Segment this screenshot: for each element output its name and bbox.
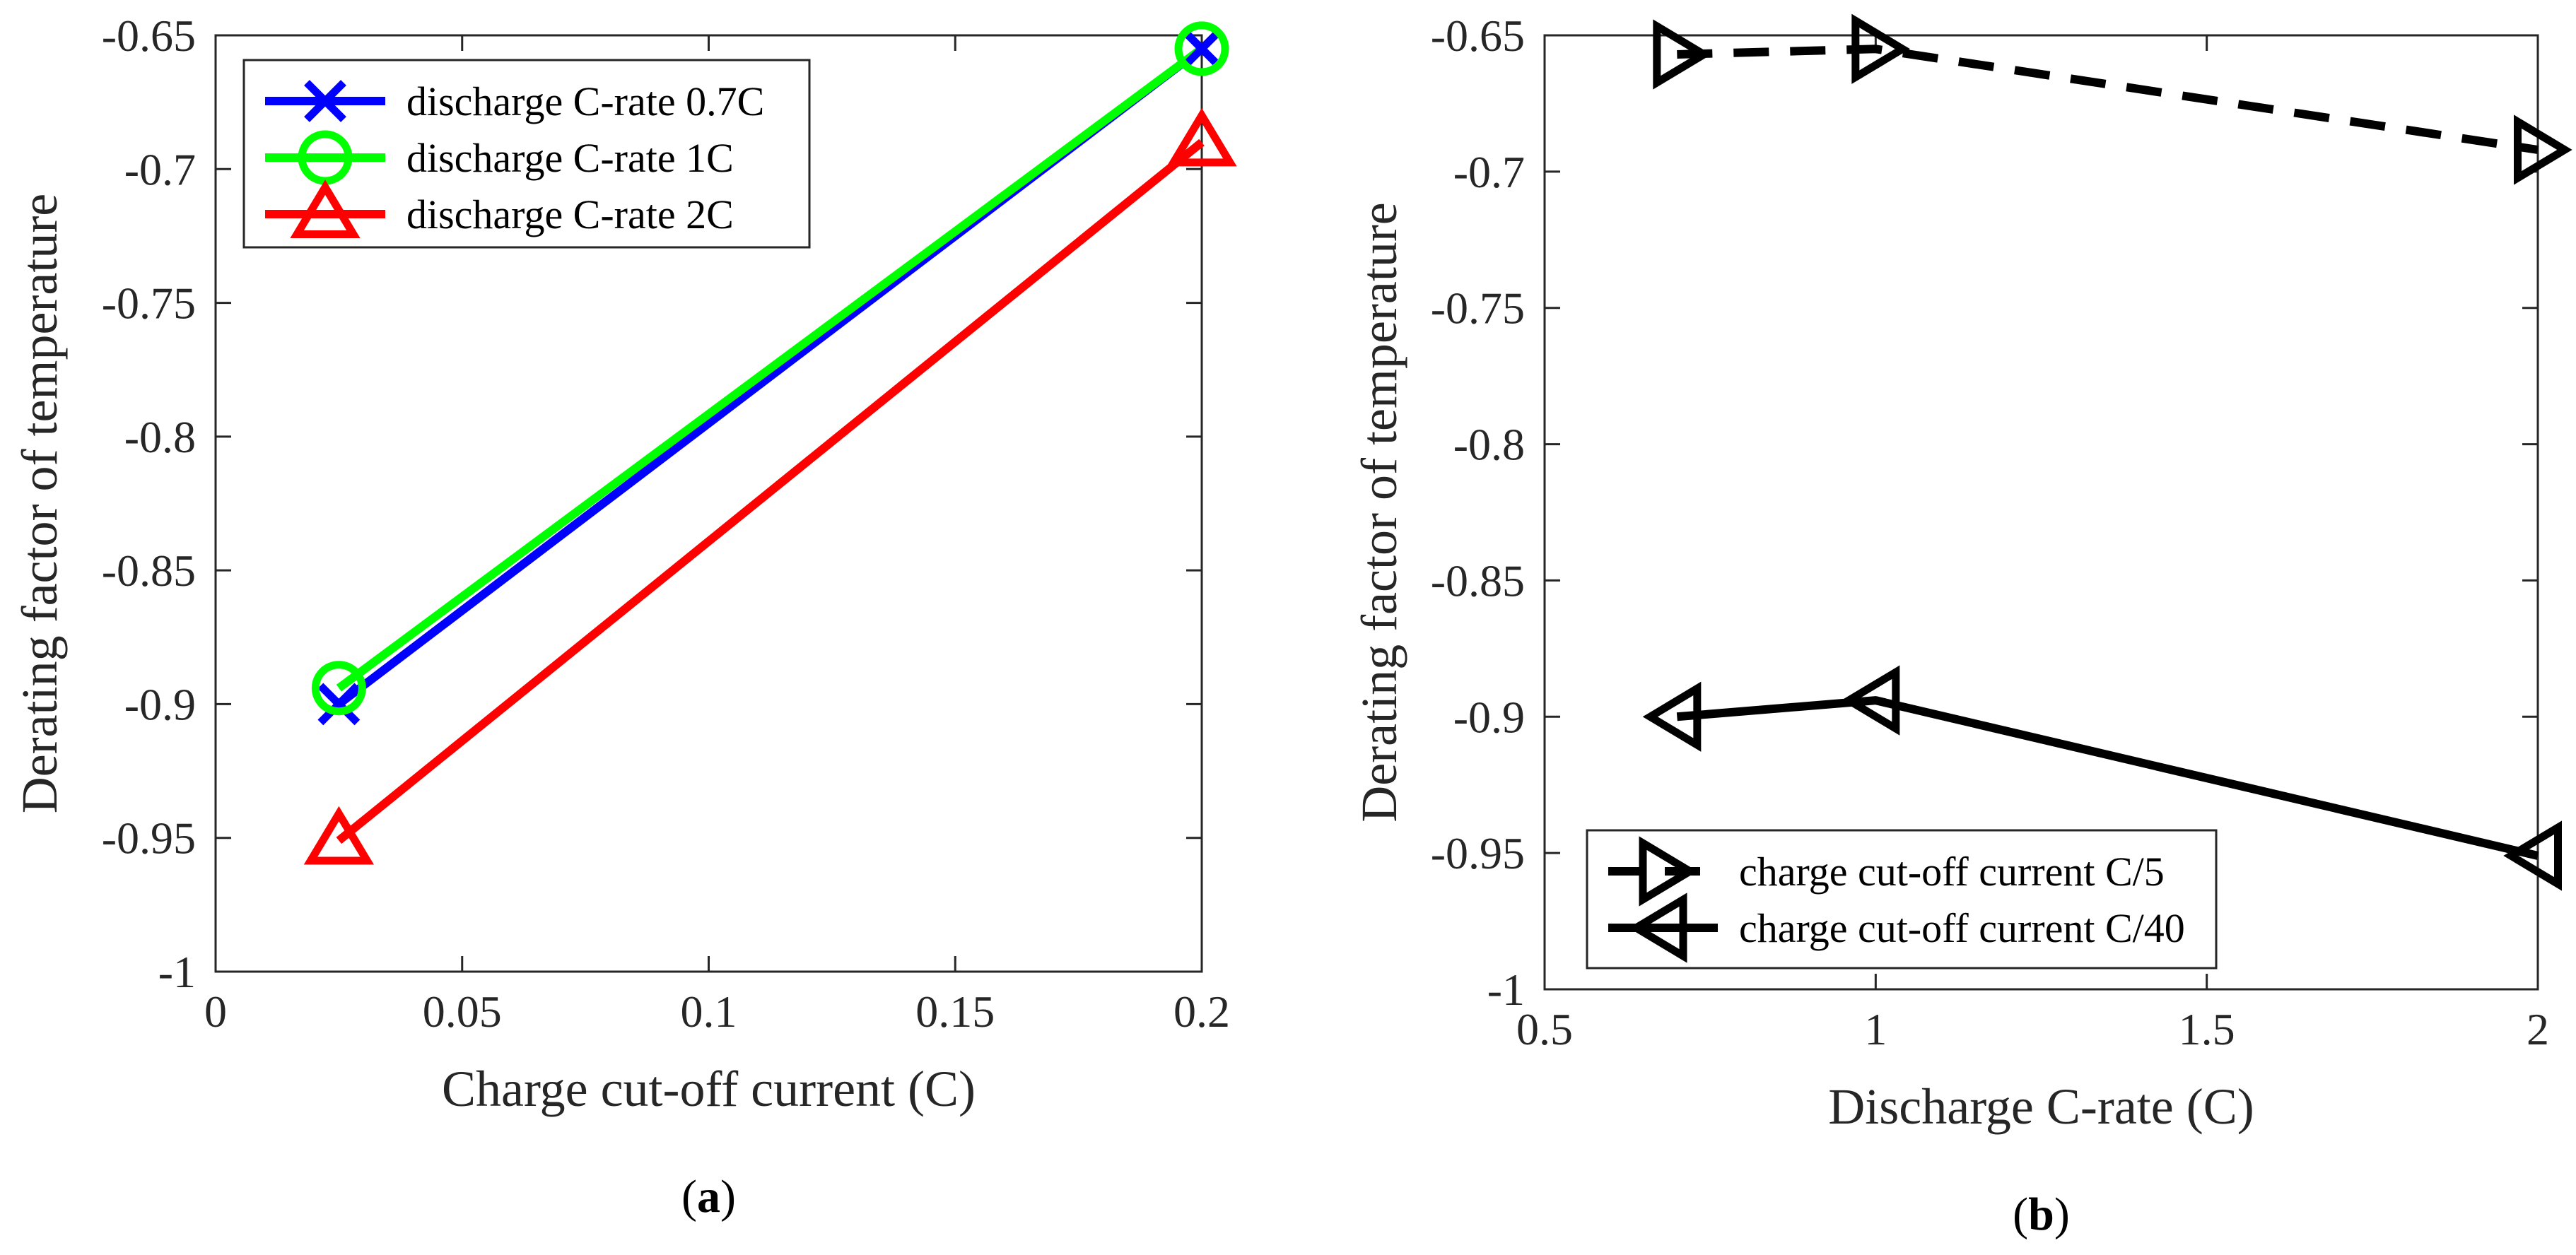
data-point-marker: [1653, 19, 1712, 90]
y-axis-label: Derating factor of temperature: [1351, 202, 1407, 823]
panel-b-legend: charge cut-off current C/5 charge cut-off…: [1586, 829, 2218, 970]
y-tick-label: -0.65: [1431, 11, 1525, 61]
series-line: [336, 45, 1205, 692]
y-tick-label: -0.8: [1453, 420, 1525, 470]
y-tick-label: -0.9: [1453, 692, 1525, 742]
data-point-marker: [311, 661, 366, 716]
data-point-marker: [2503, 820, 2562, 891]
legend-label: discharge C-rate 1C: [406, 135, 734, 181]
legend-box: [1586, 829, 2218, 970]
panel-a-legend: discharge C-rate 0.7C discharge C-rate 1C…: [242, 59, 811, 249]
x-axis-label: Discharge C-rate (C): [1828, 1078, 2254, 1135]
y-tick-label: -0.7: [124, 144, 196, 194]
legend-marker: [304, 80, 346, 122]
x-tick-label: 1: [1864, 1004, 1887, 1054]
panel-b-series: [1642, 13, 2572, 891]
y-tick-label: -0.95: [102, 813, 196, 864]
x-tick-label: 0: [204, 986, 227, 1037]
legend-marker: [290, 179, 361, 238]
data-point-marker: [1642, 681, 1702, 752]
panel-a-series: [303, 21, 1237, 865]
y-tick-label: -0.85: [1431, 555, 1525, 606]
y-tick-label: -0.75: [1431, 283, 1525, 334]
data-point-marker: [1181, 28, 1223, 70]
x-tick-label: 0.2: [1173, 986, 1230, 1037]
x-tick-label: 0.1: [681, 986, 737, 1037]
x-tick-label: 2: [2527, 1004, 2549, 1054]
legend-marker: [1628, 892, 1687, 963]
legend-label: discharge C-rate 0.7C: [406, 78, 764, 124]
data-point-marker: [1166, 107, 1237, 167]
y-tick-label: -1: [1487, 965, 1525, 1015]
legend-label: charge cut-off current C/5: [1739, 849, 2165, 895]
series-line: [1676, 696, 2539, 860]
legend-label: discharge C-rate 2C: [406, 192, 734, 237]
series-line: [1677, 45, 2539, 154]
y-tick-label: -0.95: [1431, 828, 1525, 878]
data-point-marker: [317, 683, 361, 726]
panel-label-letter: a: [697, 1171, 720, 1222]
panel-label: (a): [681, 1171, 736, 1222]
x-tick-label: 0.05: [423, 986, 502, 1037]
y-tick-label: -0.9: [124, 679, 196, 729]
panel-label-open: (: [2013, 1189, 2028, 1240]
data-point-marker: [1851, 13, 1911, 84]
x-tick-label: 1.5: [2179, 1004, 2235, 1054]
panel-a: 0 0.05 0.1 0.15 0.2 -1 -0.95 -0.9 -0.85 -0.8 -0.75…: [11, 11, 1237, 1222]
panel-label: (b): [2013, 1189, 2070, 1240]
legend-marker: [1639, 836, 1698, 907]
y-tick-label: -0.8: [124, 412, 196, 462]
y-tick-label: -0.85: [102, 546, 196, 596]
series-line: [336, 139, 1205, 844]
legend-label: charge cut-off current C/40: [1739, 905, 2185, 951]
y-tick-label: -0.65: [102, 11, 196, 61]
y-tick-label: -0.7: [1453, 147, 1525, 197]
x-axis-label: Charge cut-off current (C): [442, 1061, 976, 1117]
panel-label-close: ): [2054, 1189, 2070, 1240]
y-tick-label: -1: [158, 947, 196, 997]
y-tick-label: -0.75: [102, 278, 196, 329]
panel-b: 0.5 1 1.5 2 -1 -0.95 -0.9 -0.85 -0.8 -0.75 -0.7 -0.…: [1351, 11, 2572, 1240]
y-axis-label: Derating factor of temperature: [11, 194, 68, 814]
x-tick-label: 0.15: [915, 986, 995, 1037]
x-tick-label: 0.5: [1516, 1004, 1573, 1054]
panel-label-open: (: [681, 1171, 697, 1222]
data-point-marker: [1174, 21, 1229, 76]
data-point-marker: [303, 806, 374, 865]
data-point-marker: [1841, 665, 1900, 736]
panel-label-letter: b: [2028, 1189, 2054, 1240]
panel-label-close: ): [720, 1171, 736, 1222]
data-point-marker: [2514, 114, 2572, 185]
